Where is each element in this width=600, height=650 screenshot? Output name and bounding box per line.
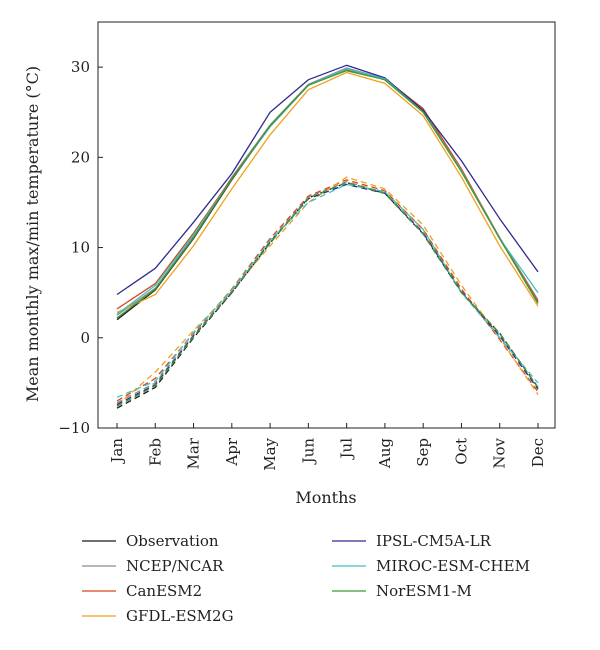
legend-label: Observation: [126, 532, 219, 550]
legend-item: MIROC-ESM-CHEM: [332, 557, 530, 575]
x-tick-label: Dec: [529, 438, 547, 467]
series-line-max: [116, 64, 539, 296]
legend-item: NorESM1-M: [332, 582, 472, 600]
x-tick-label: Nov: [491, 437, 509, 468]
series-layer: [116, 64, 539, 409]
legend: Observation NCEP/NCAR CanESM2 GFDL-ESM2G IPS…: [82, 532, 530, 625]
legend-label: NorESM1-M: [376, 582, 472, 600]
y-tick-label: 10: [71, 239, 90, 257]
legend-label: CanESM2: [126, 582, 202, 600]
x-tick-label: Mar: [185, 437, 203, 469]
axes-layer: −10 0 10 20 30 Jan Feb Mar Apr May Jun Jul Aug Sep Oct…: [58, 21, 556, 471]
legend-item: CanESM2: [82, 582, 202, 600]
legend-item: NCEP/NCAR: [82, 557, 224, 575]
series-line-min: [116, 179, 539, 402]
x-tick-label: May: [261, 437, 279, 470]
x-tick-label: Aug: [376, 438, 394, 469]
legend-label: MIROC-ESM-CHEM: [376, 557, 530, 575]
x-tick-label: Jan: [108, 438, 126, 465]
series-line-min: [116, 176, 539, 406]
series-line-max: [116, 70, 539, 319]
series-line-max: [116, 71, 539, 314]
series-line-min: [116, 183, 539, 398]
plot-frame: [97, 21, 556, 429]
series-line-min: [116, 181, 539, 404]
x-tick-label: Jul: [338, 438, 356, 461]
x-axis-title: Months: [295, 488, 356, 507]
x-tick-label: Sep: [414, 438, 432, 467]
x-tick-label: Feb: [146, 438, 164, 466]
y-tick-label: 20: [71, 148, 90, 166]
x-tick-label: Oct: [452, 438, 470, 465]
series-line-min: [116, 183, 539, 406]
y-tick-label: 0: [80, 329, 90, 347]
legend-item: IPSL-CM5A-LR: [332, 532, 492, 550]
series-line-min: [116, 181, 539, 407]
x-tick-label: Apr: [223, 437, 241, 466]
series-line-min: [116, 181, 539, 409]
x-tick-label: Jun: [299, 438, 317, 466]
y-axis-title: Mean monthly max/min temperature (°C): [23, 66, 42, 402]
legend-label: NCEP/NCAR: [126, 557, 224, 575]
y-tick-label: −10: [58, 419, 90, 437]
legend-item: Observation: [82, 532, 219, 550]
legend-item: GFDL-ESM2G: [82, 607, 234, 625]
legend-label: IPSL-CM5A-LR: [376, 532, 492, 550]
legend-label: GFDL-ESM2G: [126, 607, 234, 625]
y-tick-label: 30: [71, 58, 90, 76]
